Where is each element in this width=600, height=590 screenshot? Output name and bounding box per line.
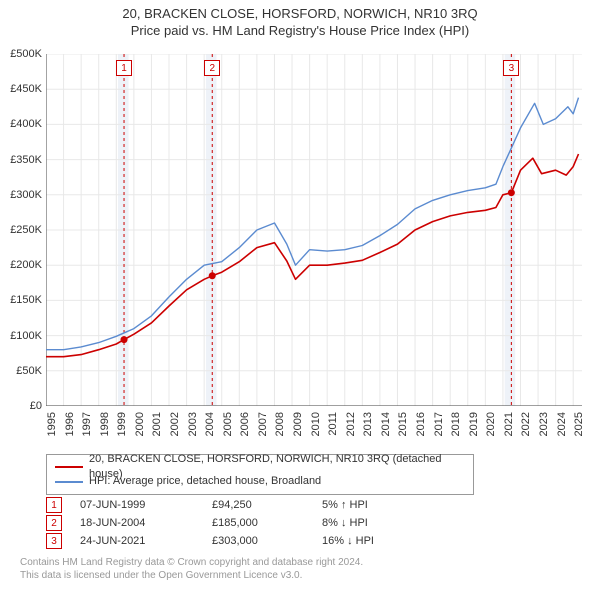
event-row-2: 2 18-JUN-2004 £185,000 8% ↓ HPI: [46, 514, 442, 532]
x-tick-label: 2008: [274, 412, 286, 436]
x-tick-label: 2001: [151, 412, 163, 436]
x-tick-label: 2007: [257, 412, 269, 436]
chart-callout-2: 2: [204, 60, 220, 76]
event-diff-3: 16% ↓ HPI: [322, 535, 442, 547]
x-tick-label: 2004: [204, 412, 216, 436]
x-tick-label: 2012: [345, 412, 357, 436]
x-tick-label: 2006: [239, 412, 251, 436]
x-tick-label: 2015: [397, 412, 409, 436]
y-tick-label: £150K: [0, 294, 42, 306]
legend-swatch-hpi: [55, 481, 83, 483]
x-tick-label: 1997: [81, 412, 93, 436]
y-tick-label: £0: [0, 400, 42, 412]
x-tick-label: 2002: [169, 412, 181, 436]
x-tick-label: 2018: [450, 412, 462, 436]
event-marker-1: 1: [46, 497, 62, 513]
title-line-1: 20, BRACKEN CLOSE, HORSFORD, NORWICH, NR…: [0, 6, 600, 21]
event-date-2: 18-JUN-2004: [80, 517, 212, 529]
event-price-2: £185,000: [212, 517, 322, 529]
x-tick-label: 2000: [134, 412, 146, 436]
x-tick-label: 2013: [362, 412, 374, 436]
event-table: 1 07-JUN-1999 £94,250 5% ↑ HPI 2 18-JUN-…: [46, 496, 442, 550]
y-tick-label: £450K: [0, 83, 42, 95]
legend-label-hpi: HPI: Average price, detached house, Broa…: [89, 474, 321, 489]
x-tick-label: 2017: [433, 412, 445, 436]
x-tick-label: 1999: [116, 412, 128, 436]
chart-callout-3: 3: [503, 60, 519, 76]
event-row-1: 1 07-JUN-1999 £94,250 5% ↑ HPI: [46, 496, 442, 514]
y-tick-label: £300K: [0, 189, 42, 201]
y-tick-label: £500K: [0, 48, 42, 60]
footer-line-1: Contains HM Land Registry data © Crown c…: [20, 556, 363, 569]
x-tick-label: 2016: [415, 412, 427, 436]
legend-item-property: 20, BRACKEN CLOSE, HORSFORD, NORWICH, NR…: [55, 459, 465, 474]
event-diff-1: 5% ↑ HPI: [322, 499, 442, 511]
footer-line-2: This data is licensed under the Open Gov…: [20, 569, 363, 582]
x-tick-label: 2025: [573, 412, 585, 436]
x-tick-label: 2022: [520, 412, 532, 436]
event-marker-3: 3: [46, 533, 62, 549]
chart-callout-1: 1: [116, 60, 132, 76]
legend-box: 20, BRACKEN CLOSE, HORSFORD, NORWICH, NR…: [46, 454, 474, 495]
x-tick-label: 1996: [64, 412, 76, 436]
event-date-1: 07-JUN-1999: [80, 499, 212, 511]
x-tick-label: 1998: [99, 412, 111, 436]
x-tick-label: 2023: [538, 412, 550, 436]
x-tick-label: 2014: [380, 412, 392, 436]
y-tick-label: £350K: [0, 154, 42, 166]
y-tick-label: £250K: [0, 224, 42, 236]
x-tick-label: 2003: [187, 412, 199, 436]
event-date-3: 24-JUN-2021: [80, 535, 212, 547]
x-tick-label: 2011: [327, 412, 339, 436]
x-tick-label: 2021: [503, 412, 515, 436]
legend-swatch-property: [55, 466, 83, 468]
y-tick-label: £400K: [0, 118, 42, 130]
x-tick-label: 2024: [556, 412, 568, 436]
event-marker-2: 2: [46, 515, 62, 531]
x-tick-label: 2020: [485, 412, 497, 436]
chart-plot-area: £0£50K£100K£150K£200K£250K£300K£350K£400…: [46, 54, 582, 406]
footer-attribution: Contains HM Land Registry data © Crown c…: [20, 556, 363, 582]
x-tick-label: 2019: [468, 412, 480, 436]
event-diff-2: 8% ↓ HPI: [322, 517, 442, 529]
y-tick-label: £100K: [0, 330, 42, 342]
x-tick-label: 2009: [292, 412, 304, 436]
x-tick-label: 1995: [46, 412, 58, 436]
y-tick-label: £50K: [0, 365, 42, 377]
y-tick-label: £200K: [0, 259, 42, 271]
x-tick-label: 2010: [310, 412, 322, 436]
chart-svg: [46, 54, 582, 406]
event-row-3: 3 24-JUN-2021 £303,000 16% ↓ HPI: [46, 532, 442, 550]
x-tick-label: 2005: [222, 412, 234, 436]
event-price-1: £94,250: [212, 499, 322, 511]
chart-titles: 20, BRACKEN CLOSE, HORSFORD, NORWICH, NR…: [0, 0, 600, 38]
title-line-2: Price paid vs. HM Land Registry's House …: [0, 23, 600, 38]
event-price-3: £303,000: [212, 535, 322, 547]
